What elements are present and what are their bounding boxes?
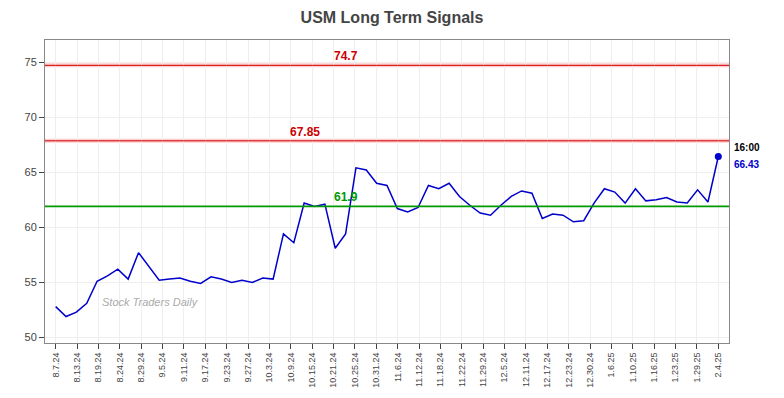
svg-text:2.4.25: 2.4.25 — [713, 353, 723, 378]
svg-text:12.17.24: 12.17.24 — [542, 353, 552, 388]
svg-text:61.9: 61.9 — [334, 190, 358, 204]
svg-text:12.11.24: 12.11.24 — [521, 353, 531, 387]
svg-text:66.43: 66.43 — [734, 159, 759, 170]
svg-text:1.23.25: 1.23.25 — [670, 353, 680, 383]
svg-text:USM Long Term Signals: USM Long Term Signals — [301, 9, 484, 26]
svg-text:10.25.24: 10.25.24 — [350, 353, 360, 388]
svg-text:74.7: 74.7 — [334, 49, 358, 63]
svg-text:1.29.25: 1.29.25 — [692, 353, 702, 383]
svg-text:12.5.24: 12.5.24 — [499, 353, 509, 383]
svg-text:11.6.24: 11.6.24 — [393, 353, 403, 382]
svg-text:70: 70 — [25, 111, 37, 123]
svg-text:9.17.24: 9.17.24 — [200, 353, 210, 383]
svg-text:1.6.25: 1.6.25 — [606, 353, 616, 378]
svg-text:10.21.24: 10.21.24 — [328, 353, 338, 388]
svg-text:11.29.24: 11.29.24 — [478, 353, 488, 387]
svg-text:65: 65 — [25, 166, 37, 178]
svg-text:1.16.25: 1.16.25 — [649, 353, 659, 383]
svg-text:50: 50 — [25, 331, 37, 343]
svg-text:Stock Traders Daily: Stock Traders Daily — [102, 296, 199, 308]
svg-text:11.22.24: 11.22.24 — [457, 353, 467, 387]
svg-text:9.27.24: 9.27.24 — [243, 353, 253, 383]
svg-text:16:00: 16:00 — [734, 142, 760, 153]
svg-text:8.7.24: 8.7.24 — [51, 353, 61, 378]
svg-text:11.12.24: 11.12.24 — [414, 353, 424, 387]
svg-text:10.9.24: 10.9.24 — [286, 353, 296, 383]
svg-text:9.5.24: 9.5.24 — [157, 353, 167, 378]
svg-text:8.29.24: 8.29.24 — [136, 353, 146, 383]
svg-text:75: 75 — [25, 56, 37, 68]
svg-text:8.19.24: 8.19.24 — [93, 353, 103, 383]
svg-text:12.30.24: 12.30.24 — [585, 353, 595, 388]
svg-text:1.10.25: 1.10.25 — [628, 353, 638, 383]
svg-text:55: 55 — [25, 276, 37, 288]
svg-text:10.31.24: 10.31.24 — [371, 353, 381, 388]
svg-text:10.3.24: 10.3.24 — [264, 353, 274, 383]
svg-text:10.15.24: 10.15.24 — [307, 353, 317, 388]
svg-text:67.85: 67.85 — [290, 125, 320, 139]
svg-text:12.23.24: 12.23.24 — [564, 353, 574, 388]
svg-text:8.13.24: 8.13.24 — [72, 353, 82, 383]
svg-text:9.11.24: 9.11.24 — [179, 353, 189, 382]
svg-text:8.24.24: 8.24.24 — [115, 353, 125, 383]
svg-text:11.18.24: 11.18.24 — [435, 353, 445, 387]
svg-text:60: 60 — [25, 221, 37, 233]
svg-text:9.23.24: 9.23.24 — [222, 353, 232, 383]
